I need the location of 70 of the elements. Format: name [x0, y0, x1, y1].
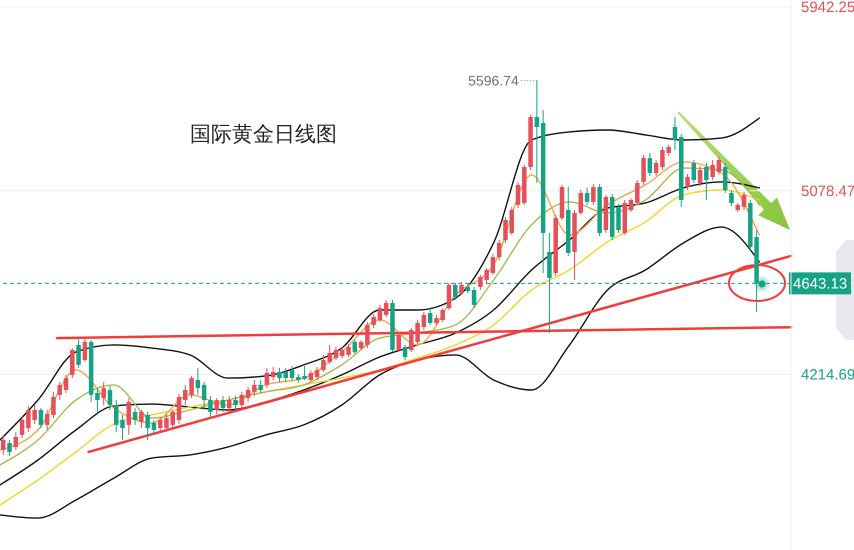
candlestick	[227, 395, 232, 412]
candlestick	[208, 395, 213, 419]
candlestick	[58, 381, 62, 400]
candlestick	[7, 440, 12, 456]
candlestick	[258, 380, 263, 394]
candlestick	[220, 395, 226, 412]
candlestick	[126, 398, 132, 436]
candlestick	[202, 381, 206, 410]
candlestick	[352, 340, 358, 355]
candlestick	[1, 435, 6, 456]
candlestick	[584, 187, 590, 206]
candlestick	[284, 367, 288, 382]
candlestick	[478, 274, 483, 290]
candlestick	[591, 184, 596, 206]
candlestick	[340, 346, 344, 359]
candlestick	[729, 190, 734, 206]
candlestick	[101, 381, 106, 406]
candlestick	[578, 190, 584, 216]
candlestick	[132, 408, 138, 426]
candlestick	[672, 116, 678, 150]
candlestick	[38, 408, 44, 429]
candlestick	[139, 410, 144, 429]
candlestick	[698, 165, 702, 186]
candlestick	[396, 331, 401, 352]
line-series	[0, 226, 760, 519]
candlestick	[82, 338, 88, 362]
annotation: 5596.74	[468, 72, 519, 88]
candlestick	[446, 282, 452, 310]
candlestick	[170, 410, 175, 429]
candlestick	[641, 154, 646, 186]
candlestick	[692, 160, 696, 184]
candlestick	[440, 308, 445, 322]
candlestick	[346, 344, 351, 358]
candlestick	[666, 144, 671, 156]
candlestick	[503, 216, 508, 244]
candlestick	[114, 400, 118, 432]
candlestick	[496, 240, 502, 260]
candlestick	[32, 404, 37, 425]
candlestick	[233, 395, 238, 410]
candlestick	[402, 344, 408, 360]
candlestick	[722, 162, 728, 194]
candlestick	[240, 391, 244, 409]
candlestick	[214, 398, 219, 415]
candlestick	[434, 314, 439, 326]
candlestick	[308, 370, 314, 382]
candlestick	[321, 354, 326, 372]
candlestick	[459, 281, 464, 296]
candlestick	[189, 375, 194, 399]
candlestick	[302, 365, 307, 380]
candlestick	[120, 414, 125, 440]
candlestick	[108, 385, 112, 410]
text: 国际黄金日线图	[190, 122, 337, 148]
candlestick	[510, 206, 514, 236]
candlestick	[14, 431, 18, 450]
ref-line-label: 4643.13	[793, 275, 848, 292]
candlestick	[472, 286, 476, 309]
candlestick	[196, 367, 200, 396]
candlestick	[384, 300, 388, 318]
candlestick	[76, 338, 81, 368]
candlestick	[64, 374, 68, 394]
candlestick	[409, 328, 414, 352]
candlestick	[685, 174, 690, 190]
candlestick	[264, 367, 270, 389]
candlestick	[428, 310, 432, 326]
candlestick	[277, 367, 282, 382]
candlestick	[742, 191, 746, 210]
candlestick	[270, 366, 276, 380]
candlestick	[648, 152, 652, 176]
candlestick	[314, 366, 320, 380]
candlestick	[704, 162, 709, 200]
